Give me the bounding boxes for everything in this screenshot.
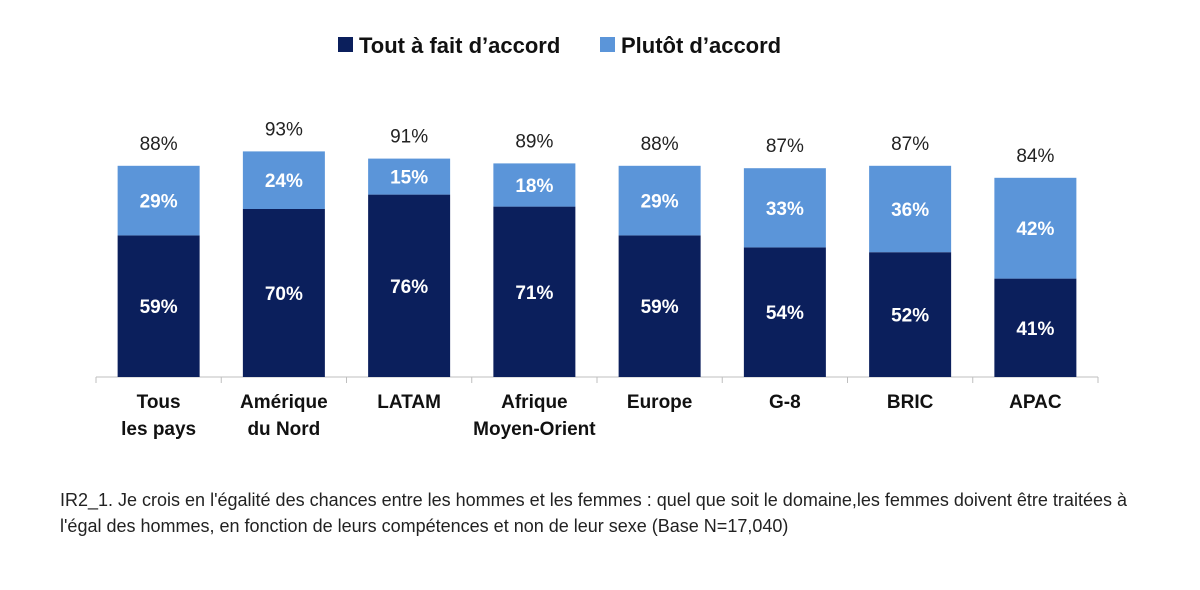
bar-segment-plutot (994, 177, 1077, 279)
data-label-tout-a-fait: 59% (140, 297, 178, 318)
data-label-plutot: 24% (265, 171, 303, 192)
data-label-plutot: 42% (1016, 219, 1054, 240)
bar-segment-plutot (368, 158, 451, 195)
data-label-tout-a-fait: 54% (766, 303, 804, 324)
total-label: 93% (265, 119, 303, 140)
category-label: Europe (627, 392, 692, 413)
legend-swatch-1 (338, 37, 353, 52)
bar-segment-plutot (618, 165, 701, 236)
bar-segment-plutot (493, 163, 576, 207)
data-label-plutot: 15% (390, 168, 428, 189)
total-label: 88% (140, 134, 178, 155)
bar-segment-tout-a-fait (493, 206, 576, 377)
legend-label-1: Tout à fait d’accord (359, 33, 560, 58)
data-label-tout-a-fait: 41% (1016, 319, 1054, 340)
bar-segment-plutot (869, 165, 952, 253)
total-label: 91% (390, 127, 428, 148)
bar-segment-tout-a-fait (618, 235, 701, 377)
data-label-plutot: 33% (766, 199, 804, 220)
bar-segment-plutot (743, 168, 826, 248)
data-label-tout-a-fait: 76% (390, 277, 428, 298)
chart-caption: IR2_1. Je crois en l'égalité des chances… (60, 490, 1127, 536)
category-label: LATAM (377, 392, 441, 413)
total-label: 88% (641, 134, 679, 155)
data-label-plutot: 29% (140, 192, 178, 213)
category-label: les pays (121, 419, 196, 440)
category-label: Tous (137, 392, 181, 413)
total-label: 87% (891, 134, 929, 155)
legend-swatch-2 (600, 37, 615, 52)
data-label-plutot: 18% (515, 176, 553, 197)
total-label: 87% (766, 136, 804, 157)
bar-segment-tout-a-fait (994, 278, 1077, 377)
data-label-plutot: 36% (891, 200, 929, 221)
category-label: BRIC (887, 392, 934, 413)
category-label: Amérique (240, 392, 328, 413)
data-label-plutot: 29% (641, 192, 679, 213)
legend-label-2: Plutôt d’accord (621, 33, 781, 58)
data-label-tout-a-fait: 59% (641, 297, 679, 318)
data-label-tout-a-fait: 52% (891, 306, 929, 327)
bar-segment-plutot (117, 165, 200, 236)
data-label-tout-a-fait: 71% (515, 283, 553, 304)
total-label: 84% (1016, 146, 1054, 167)
category-label: G-8 (769, 392, 801, 413)
total-label: 89% (515, 131, 553, 152)
stacked-bar-chart: Tout à fait d’accord Plutôt d’accord 59% 29… (95, 33, 1099, 440)
bar-segment-tout-a-fait (368, 194, 451, 377)
category-label: Afrique (501, 392, 568, 413)
bar-segment-plutot (242, 151, 325, 209)
bar-segment-tout-a-fait (242, 209, 325, 377)
category-label: APAC (1009, 392, 1062, 413)
category-label: Moyen-Orient (473, 419, 596, 440)
category-label: du Nord (247, 419, 320, 440)
bar-segment-tout-a-fait (743, 247, 826, 377)
bar-segment-tout-a-fait (869, 252, 952, 377)
bar-segment-tout-a-fait (117, 235, 200, 377)
data-label-tout-a-fait: 70% (265, 284, 303, 305)
